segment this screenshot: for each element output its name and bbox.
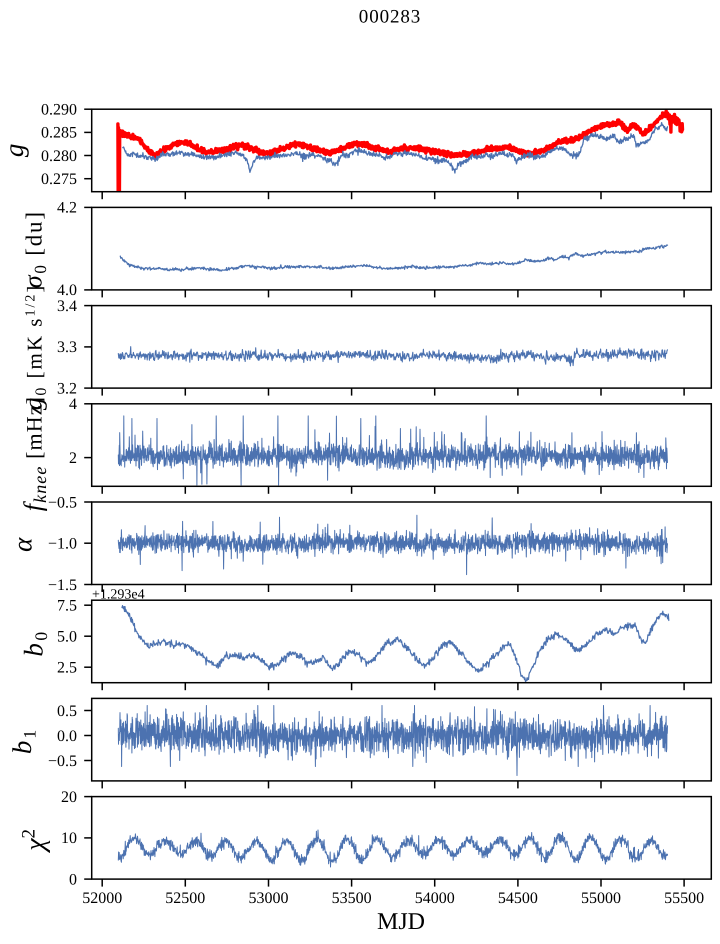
svg-text:4.0: 4.0 (57, 282, 77, 299)
svg-text:20: 20 (61, 789, 77, 806)
svg-text:7.5: 7.5 (57, 598, 77, 615)
svg-text:0.275: 0.275 (41, 171, 77, 188)
svg-text:fknee [mHz]: fknee [mHz] (19, 396, 51, 511)
svg-text:2: 2 (69, 450, 77, 467)
svg-text:χ2: χ2 (18, 829, 51, 854)
svg-text:0.285: 0.285 (41, 125, 77, 142)
svg-text:2.5: 2.5 (57, 660, 77, 677)
svg-text:g: g (0, 144, 29, 158)
svg-text:b1: b1 (7, 728, 40, 754)
svg-text:−0.5: −0.5 (48, 753, 77, 770)
svg-text:54000: 54000 (415, 890, 455, 907)
svg-text:−1.5: −1.5 (48, 577, 77, 594)
svg-text:000283: 000283 (359, 7, 421, 28)
svg-text:α: α (7, 537, 37, 552)
svg-text:55500: 55500 (664, 890, 704, 907)
svg-text:−1.0: −1.0 (48, 536, 77, 553)
svg-text:g0 [mK s1/2]: g0 [mK s1/2] (21, 284, 51, 411)
svg-text:55000: 55000 (581, 890, 621, 907)
svg-text:5.0: 5.0 (57, 629, 77, 646)
svg-text:0: 0 (69, 871, 77, 888)
svg-text:0.0: 0.0 (57, 728, 77, 745)
svg-text:MJD: MJD (377, 909, 425, 935)
svg-text:σ0 [du]: σ0 [du] (19, 210, 51, 288)
svg-text:52500: 52500 (165, 890, 205, 907)
svg-text:53000: 53000 (249, 890, 289, 907)
svg-text:−0.5: −0.5 (48, 494, 77, 511)
svg-text:b0: b0 (18, 629, 51, 656)
svg-text:52000: 52000 (82, 890, 122, 907)
svg-text:4.2: 4.2 (57, 200, 77, 217)
svg-text:0.290: 0.290 (41, 102, 77, 119)
svg-text:0.280: 0.280 (41, 148, 77, 165)
svg-text:+1.293e4: +1.293e4 (92, 588, 145, 603)
svg-text:0.5: 0.5 (57, 703, 77, 720)
svg-text:3.2: 3.2 (57, 380, 77, 397)
svg-text:4: 4 (69, 396, 77, 413)
svg-text:3.3: 3.3 (57, 339, 77, 356)
svg-text:3.4: 3.4 (57, 298, 77, 315)
svg-text:10: 10 (61, 830, 77, 847)
svg-text:53500: 53500 (332, 890, 372, 907)
svg-text:54500: 54500 (498, 890, 538, 907)
